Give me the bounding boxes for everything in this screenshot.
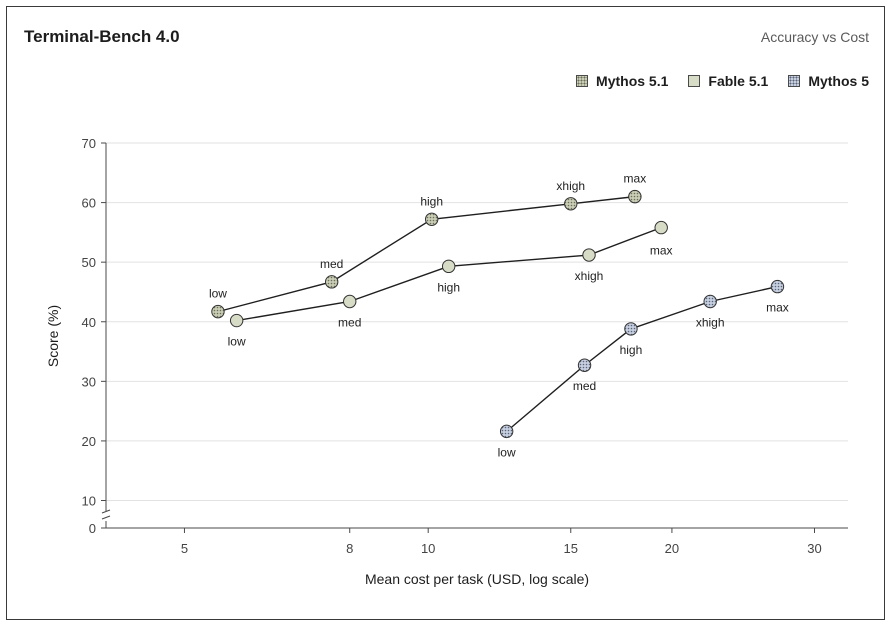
- point-label-fable-5-1-low: low: [228, 335, 246, 349]
- point-mythos-5-low[interactable]: [499, 424, 514, 439]
- legend-item-fable-5-1[interactable]: Fable 5.1: [688, 73, 768, 89]
- x-tick-label-8: 8: [346, 541, 353, 556]
- point-fable-5-1-low[interactable]: [229, 313, 244, 328]
- chart-subtitle: Accuracy vs Cost: [760, 29, 869, 45]
- y-tick-label-30: 30: [82, 374, 96, 389]
- y-tick-label-10: 10: [82, 494, 96, 509]
- y-tick-label-70: 70: [82, 136, 96, 151]
- y-tick-label-0: 0: [89, 521, 96, 536]
- chart-title: Terminal-Bench 4.0: [24, 27, 180, 46]
- legend-item-mythos-5[interactable]: Mythos 5: [788, 73, 869, 89]
- point-mythos-5-max[interactable]: [770, 279, 785, 294]
- point-mythos-5-1-max[interactable]: [628, 189, 642, 204]
- x-tick-label-5: 5: [181, 541, 188, 556]
- series-line-mythos-5-1: [217, 195, 635, 313]
- x-tick-label-20: 20: [665, 541, 679, 556]
- point-label-mythos-5-med: med: [573, 379, 596, 393]
- point-label-mythos-5-1-max: max: [624, 172, 647, 186]
- y-tick-label-40: 40: [82, 315, 96, 330]
- point-label-mythos-5-1-low: low: [209, 287, 227, 301]
- series-line-mythos-5: [506, 285, 778, 432]
- point-label-mythos-5-max: max: [766, 301, 789, 315]
- point-mythos-5-1-xhigh[interactable]: [564, 197, 578, 211]
- point-label-mythos-5-high: high: [620, 343, 643, 357]
- point-mythos-5-xhigh[interactable]: [703, 294, 717, 309]
- point-label-fable-5-1-max: max: [650, 244, 673, 258]
- point-mythos-5-1-low[interactable]: [211, 304, 225, 319]
- point-fable-5-1-med[interactable]: [343, 294, 357, 309]
- legend-swatch-mythos-5-1: [576, 75, 589, 87]
- y-axis-break-icon: [101, 509, 111, 520]
- y-axis-title: Score (%): [45, 305, 61, 367]
- x-axis-title: Mean cost per task (USD, log scale): [365, 571, 589, 587]
- point-label-fable-5-1-high: high: [437, 280, 460, 294]
- point-label-mythos-5-low: low: [498, 445, 516, 459]
- point-fable-5-1-max[interactable]: [654, 220, 668, 235]
- point-fable-5-1-high[interactable]: [441, 259, 456, 274]
- x-tick-label-10: 10: [421, 541, 435, 556]
- y-tick-label-50: 50: [82, 255, 96, 270]
- legend-label-mythos-5-1: Mythos 5.1: [596, 73, 669, 89]
- legend-label-fable-5-1: Fable 5.1: [708, 73, 769, 89]
- point-fable-5-1-xhigh[interactable]: [582, 248, 596, 262]
- point-mythos-5-1-med[interactable]: [324, 275, 339, 289]
- point-label-mythos-5-xhigh: xhigh: [696, 315, 725, 329]
- point-label-fable-5-1-xhigh: xhigh: [575, 269, 604, 283]
- point-mythos-5-1-high[interactable]: [424, 212, 439, 226]
- chart-frame: [6, 6, 885, 620]
- point-label-fable-5-1-med: med: [338, 315, 361, 329]
- legend: Mythos 5.1 Fable 5.1 Mythos 5: [576, 73, 869, 89]
- x-tick-label-30: 30: [807, 541, 821, 556]
- point-mythos-5-med[interactable]: [577, 358, 592, 372]
- point-label-mythos-5-1-med: med: [320, 257, 343, 271]
- legend-swatch-mythos-5: [788, 75, 801, 87]
- legend-label-mythos-5: Mythos 5: [808, 73, 869, 89]
- x-tick-label-15: 15: [564, 541, 578, 556]
- point-mythos-5-high[interactable]: [624, 322, 638, 336]
- legend-item-mythos-5-1[interactable]: Mythos 5.1: [576, 73, 668, 89]
- legend-swatch-fable-5-1: [688, 75, 701, 87]
- y-tick-label-20: 20: [82, 434, 96, 449]
- point-label-mythos-5-1-xhigh: xhigh: [556, 179, 585, 193]
- point-label-mythos-5-1-high: high: [420, 194, 443, 208]
- y-tick-label-60: 60: [82, 196, 96, 211]
